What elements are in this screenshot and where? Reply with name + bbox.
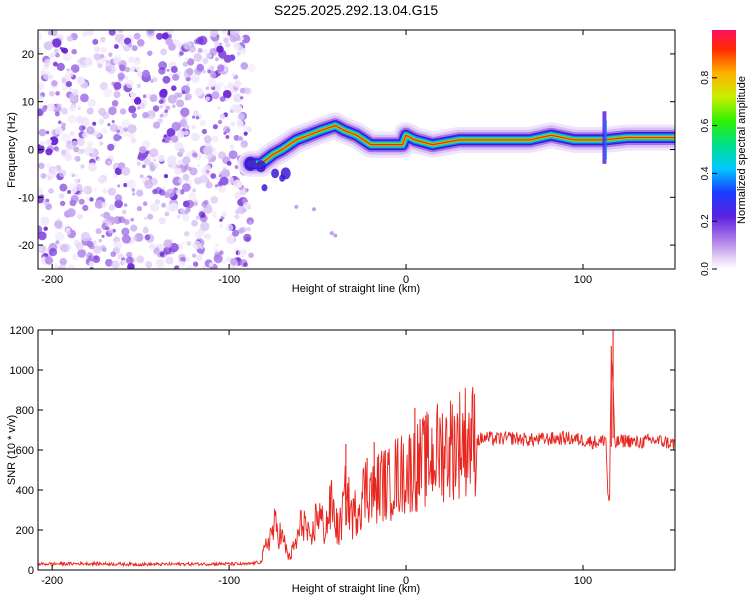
snr-x-tick-label: -100 [218, 575, 240, 587]
snr-x-ticks: -200 -100 0 100 [41, 330, 592, 587]
snr-y-tick-label: 800 [16, 405, 34, 417]
figure-title: S225.2025.292.13.04.G15 [274, 2, 438, 18]
spectrogram-x-ticks: -200 -100 0 100 [41, 30, 592, 286]
snr-y-tick-label: 600 [16, 445, 34, 457]
spectrogram-y-tick-label: 0 [28, 145, 34, 157]
colorbar-label: Normalized spectral amplitude [736, 76, 748, 224]
colorbar-gradient [712, 30, 736, 269]
snr-panel: -200 -100 0 100 0 200 400 600 800 1000 1200 Heigh… [6, 325, 676, 595]
spectrogram-x-tick-label: 100 [574, 274, 592, 286]
snr-x-tick-label: 100 [574, 575, 592, 587]
spectrogram-y-tick-label: 20 [22, 49, 34, 61]
snr-x-tick-label: 0 [403, 575, 409, 587]
colorbar-tick-label: 0.0 [700, 262, 711, 276]
noise-speckle [38, 30, 338, 269]
colorbar-tick-label: 0.8 [700, 70, 711, 84]
spectrogram-x-tick-label: -100 [218, 274, 240, 286]
spectrogram-y-label: Frequency (Hz) [6, 112, 18, 188]
snr-x-label: Height of straight line (km) [292, 583, 420, 595]
spectrogram-y-tick-label: -10 [18, 192, 34, 204]
snr-y-tick-label: 1200 [10, 325, 34, 337]
snr-y-label: SNR (10 * v/v) [6, 415, 18, 485]
snr-line [38, 358, 675, 568]
spectrogram-x-tick-label: 0 [403, 274, 409, 286]
spectrogram-y-tick-label: 10 [22, 97, 34, 109]
frequency-ridge [237, 111, 675, 192]
spectrogram-y-ticks: -20 -10 0 10 20 [18, 49, 675, 252]
colorbar: 0.0 0.2 0.4 0.6 0.8 Normalized spectral ampl… [700, 30, 748, 276]
snr-y-tick-label: 1000 [10, 365, 34, 377]
spectrogram-x-tick-label: -200 [41, 274, 63, 286]
spectrogram-y-tick-label: -20 [18, 240, 34, 252]
snr-x-tick-label: -200 [41, 575, 63, 587]
colorbar-tick-label: 0.4 [700, 166, 711, 180]
snr-y-tick-label: 200 [16, 525, 34, 537]
snr-y-tick-label: 400 [16, 485, 34, 497]
snr-y-tick-label: 0 [28, 565, 34, 577]
colorbar-tick-label: 0.6 [700, 118, 711, 132]
colorbar-ticks: 0.0 0.2 0.4 0.6 0.8 [700, 70, 717, 276]
colorbar-tick-label: 0.2 [700, 214, 711, 228]
snr-y-ticks: 0 200 400 600 800 1000 1200 [10, 325, 675, 577]
spectrogram-x-label: Height of straight line (km) [292, 283, 420, 295]
